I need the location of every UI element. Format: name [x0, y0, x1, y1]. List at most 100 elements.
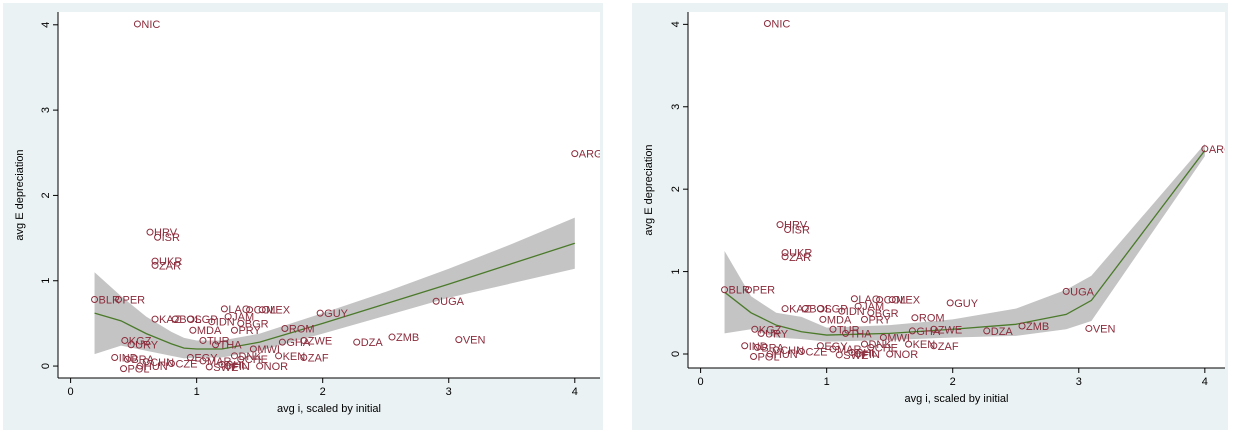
point	[220, 305, 228, 313]
point	[854, 302, 862, 310]
point-label: CZE	[175, 358, 197, 370]
point	[850, 295, 858, 303]
x-tick-label: 0	[698, 376, 704, 388]
point-label: IDN	[846, 306, 865, 318]
y-tick-label: 2	[670, 186, 682, 192]
point	[930, 342, 938, 350]
point-label: BGR	[875, 308, 899, 320]
point	[388, 333, 396, 341]
point	[930, 325, 938, 333]
point-label: ZAF	[938, 341, 959, 353]
point	[876, 296, 884, 304]
point-label: ISR	[792, 225, 810, 237]
x-tick-label: 0	[68, 386, 74, 398]
point	[835, 351, 843, 359]
point	[757, 329, 765, 337]
point	[983, 327, 991, 335]
point-label: PER	[123, 295, 146, 307]
point-label: BLR	[99, 295, 120, 307]
point	[115, 296, 123, 304]
point	[224, 313, 232, 321]
point-label: MWI	[257, 344, 280, 356]
fit-line	[94, 242, 575, 350]
point	[121, 336, 129, 344]
point	[801, 305, 809, 313]
point-label: MEX	[896, 295, 921, 307]
point	[230, 352, 238, 360]
point	[886, 350, 894, 358]
point	[258, 306, 266, 314]
point-label: ZWE	[938, 324, 962, 336]
point	[908, 327, 916, 335]
point	[819, 315, 827, 323]
point	[353, 338, 361, 346]
point	[571, 150, 579, 158]
y-axis-label: avg E depreciation	[14, 149, 26, 240]
point-label: BOL	[179, 314, 201, 326]
point-label: IND	[119, 353, 138, 365]
point-label: PER	[753, 285, 776, 297]
x-tick-label: 1	[194, 386, 200, 398]
y-tick-label: 4	[670, 21, 682, 27]
point	[879, 334, 887, 342]
point	[230, 326, 238, 334]
point	[905, 340, 913, 348]
point-label: JAM	[862, 301, 884, 313]
point-label: URY	[135, 340, 159, 352]
point-label: HUN	[144, 361, 168, 373]
point	[151, 257, 159, 265]
point-label: PRY	[868, 314, 891, 326]
point	[721, 286, 729, 294]
point	[860, 340, 868, 348]
point-label: IND	[749, 341, 768, 353]
point-label: KEN	[283, 351, 306, 363]
point-label: DZA	[361, 337, 384, 349]
x-tick-label: 1	[824, 376, 830, 388]
point-label: VEN	[1093, 323, 1116, 335]
point-label: JAM	[232, 312, 254, 324]
point-label: POL	[128, 364, 150, 376]
point-label: DNK	[238, 351, 262, 363]
point	[246, 306, 254, 314]
y-tick-label: 0	[40, 363, 52, 369]
point-label: NIC	[771, 19, 790, 31]
point	[278, 338, 286, 346]
x-tick-label: 3	[1076, 376, 1082, 388]
point	[151, 315, 159, 323]
point	[741, 342, 749, 350]
point-label: NOR	[264, 361, 289, 373]
point	[136, 362, 144, 370]
point-label: UKR	[789, 248, 812, 260]
point	[867, 343, 875, 351]
point-label: SGP	[194, 314, 217, 326]
point	[205, 363, 213, 371]
x-tick-label: 3	[446, 386, 452, 398]
point	[199, 357, 207, 365]
y-tick-label: 1	[670, 269, 682, 275]
point	[781, 305, 789, 313]
point-label: URY	[765, 328, 789, 340]
point-label: BLR	[729, 285, 750, 297]
point	[300, 336, 308, 344]
point-label: VEN	[463, 335, 486, 347]
point-label: ZAR	[159, 260, 181, 272]
point-label: NOR	[894, 349, 919, 361]
point	[848, 348, 856, 356]
point	[281, 325, 289, 333]
point-label: MWI	[887, 333, 910, 345]
y-tick-label: 3	[40, 107, 52, 113]
point	[199, 336, 207, 344]
point	[142, 358, 150, 366]
point-label: DZA	[991, 326, 1014, 338]
point	[133, 20, 141, 28]
point-label: CHN	[150, 357, 174, 369]
point	[167, 359, 175, 367]
confidence-band	[724, 143, 1205, 342]
point-label: ARG	[1209, 144, 1233, 156]
x-tick-label: 2	[950, 376, 956, 388]
point	[208, 318, 216, 326]
point-label: LAO	[858, 294, 880, 306]
point	[212, 341, 220, 349]
